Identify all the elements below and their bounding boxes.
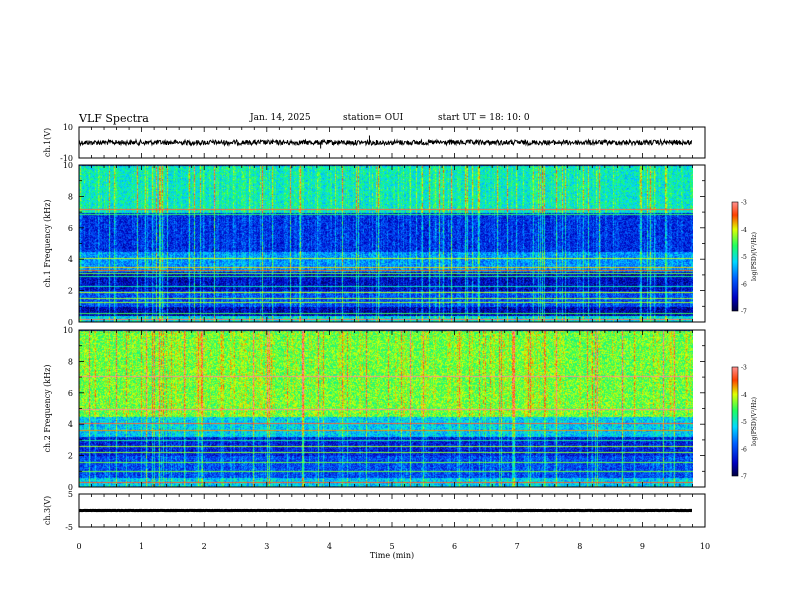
header-start-time: start UT = 18: 10: 0	[438, 113, 530, 123]
ch1-colorbar-tick: -5	[741, 254, 747, 261]
ch1-spec-ytick-label: 10	[63, 161, 73, 170]
ch1-colorbar-label: log(PSD)(V²/Hz)	[751, 232, 758, 281]
x-tick-label: 5	[389, 542, 394, 551]
ch1-colorbar	[731, 201, 739, 312]
ch2-colorbar-tick: -5	[741, 419, 747, 426]
header-station: station= OUI	[343, 113, 404, 123]
x-axis-label: Time (min)	[370, 551, 414, 560]
ch2-colorbar-tick: -7	[741, 474, 747, 481]
x-tick-label: 0	[76, 542, 81, 551]
ch1-ylabel: ch.1(V)	[43, 128, 52, 157]
ch2-spectrogram-image	[79, 330, 693, 487]
ch2-spec-ytick-label: 2	[68, 452, 73, 461]
ch2-spec-ytick-label: 10	[63, 326, 73, 335]
ch1-spectrogram-image	[79, 165, 693, 322]
ch2-colorbar-tick: -4	[741, 392, 747, 399]
ch1-colorbar-tick: -3	[741, 200, 747, 207]
x-tick-label: 10	[700, 542, 710, 551]
x-tick-label: 4	[327, 542, 332, 551]
ch2-colorbar	[731, 366, 739, 477]
ch1-colorbar-tick: -6	[741, 281, 747, 288]
ch1-spec-ylabel: ch.1 Frequency (kHz)	[43, 200, 52, 288]
ch1-trace	[78, 138, 693, 147]
x-tick-label: 2	[202, 542, 207, 551]
ch1-spec-ytick-label: 0	[68, 318, 73, 327]
ch2-colorbar-label: log(PSD)(V²/Hz)	[751, 397, 758, 446]
ch3-ytick-label: 5	[68, 490, 73, 499]
x-tick-label: 6	[452, 542, 457, 551]
ch3-ytick-label: -5	[65, 523, 73, 532]
ch1-colorbar-tick: -4	[741, 227, 747, 234]
ch1-spec-ytick-label: 8	[68, 192, 73, 201]
ch2-spec-ytick-label: 0	[68, 483, 73, 492]
chart-title: VLF Spectra	[79, 112, 149, 125]
ch2-spec-ylabel: ch.2 Frequency (kHz)	[43, 365, 52, 453]
ch1-ytick-label: 10	[63, 123, 73, 132]
ch1-colorbar-tick: -7	[741, 309, 747, 316]
ch1-spec-ytick-label: 4	[68, 255, 73, 264]
ch2-colorbar-tick: -6	[741, 446, 747, 453]
x-tick-label: 9	[640, 542, 645, 551]
ch2-spec-ytick-label: 8	[68, 357, 73, 366]
ch2-colorbar-tick: -3	[741, 365, 747, 372]
ch1-ytick-label: -10	[60, 154, 73, 163]
x-tick-label: 3	[264, 542, 269, 551]
ch1-spec-ytick-label: 2	[68, 287, 73, 296]
x-tick-label: 7	[515, 542, 520, 551]
x-tick-label: 8	[577, 542, 582, 551]
ch2-spec-ytick-label: 4	[68, 420, 73, 429]
ch2-spec-ytick-label: 6	[68, 389, 73, 398]
x-tick-label: 1	[139, 542, 144, 551]
header-date: Jan. 14, 2025	[250, 113, 311, 123]
ch1-spec-ytick-label: 6	[68, 224, 73, 233]
ch3-ylabel: ch.3(V)	[43, 496, 52, 525]
